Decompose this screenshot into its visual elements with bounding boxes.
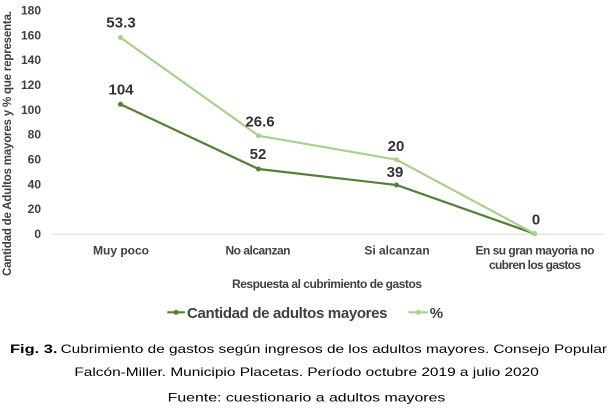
svg-text:53.3: 53.3: [106, 15, 136, 32]
svg-text:80: 80: [28, 128, 42, 142]
svg-text:Cantidad de Adultos mayores y: Cantidad de Adultos mayores y % que repr…: [2, 11, 14, 276]
svg-text:Fuente: cuestionario a adultos: Fuente: cuestionario a adultos mayores: [168, 390, 446, 404]
svg-text:cubren los gastos: cubren los gastos: [489, 258, 581, 272]
svg-text:140: 140: [21, 53, 41, 67]
svg-text:Si alcanzan: Si alcanzan: [364, 243, 429, 257]
svg-text:60: 60: [28, 152, 42, 166]
svg-text:En su gran mayoria no: En su gran mayoria no: [476, 243, 595, 257]
svg-text:39: 39: [387, 164, 404, 181]
svg-text:104: 104: [108, 81, 134, 98]
svg-text:%: %: [430, 305, 443, 322]
svg-text:Respuesta al cubrimiento de ga: Respuesta al cubrimiento de gastos: [232, 277, 422, 291]
svg-text:0: 0: [34, 227, 41, 241]
svg-text:40: 40: [28, 177, 42, 191]
svg-text:Falcón-Miller. Municipio Place: Falcón-Miller. Municipio Placetas. Perío…: [74, 365, 539, 379]
svg-text:20: 20: [28, 202, 42, 216]
svg-text:No alcanzan: No alcanzan: [226, 243, 291, 257]
svg-text:120: 120: [21, 78, 41, 92]
svg-text:180: 180: [21, 4, 41, 18]
svg-text:Fig. 3.: Fig. 3.: [10, 342, 58, 356]
svg-text:26.6: 26.6: [245, 113, 274, 130]
svg-text:Muy poco: Muy poco: [93, 243, 149, 257]
svg-text:160: 160: [21, 28, 41, 42]
svg-text:Cubrimiento de gastos según in: Cubrimiento de gastos según ingresos de …: [61, 342, 607, 356]
svg-text:Cantidad de adultos mayores: Cantidad de adultos mayores: [187, 305, 388, 322]
svg-text:52: 52: [250, 146, 267, 163]
svg-text:20: 20: [388, 138, 405, 155]
svg-text:100: 100: [21, 103, 41, 117]
svg-text:0: 0: [532, 211, 540, 228]
